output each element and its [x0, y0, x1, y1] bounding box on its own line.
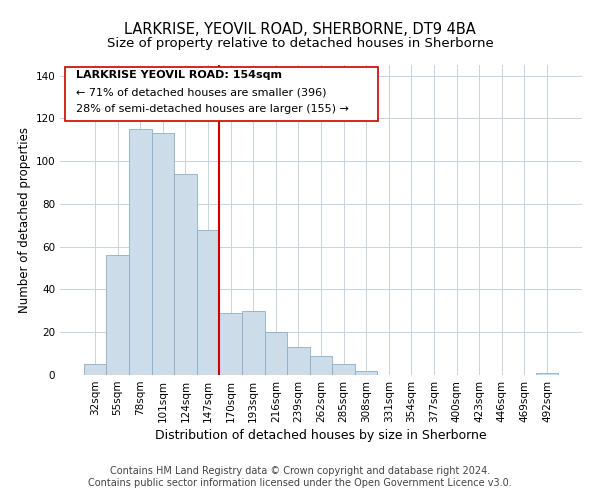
Text: 28% of semi-detached houses are larger (155) →: 28% of semi-detached houses are larger (…	[76, 104, 349, 114]
Bar	[242, 311, 265, 375]
Text: LARKRISE, YEOVIL ROAD, SHERBORNE, DT9 4BA: LARKRISE, YEOVIL ROAD, SHERBORNE, DT9 4B…	[124, 22, 476, 38]
Bar	[84, 364, 106, 375]
X-axis label: Distribution of detached houses by size in Sherborne: Distribution of detached houses by size …	[155, 429, 487, 442]
Y-axis label: Number of detached properties: Number of detached properties	[18, 127, 31, 313]
Text: LARKRISE YEOVIL ROAD: 154sqm: LARKRISE YEOVIL ROAD: 154sqm	[76, 70, 281, 81]
FancyBboxPatch shape	[65, 66, 379, 121]
Bar	[106, 256, 129, 375]
Bar	[174, 174, 197, 375]
Bar	[197, 230, 220, 375]
Text: Contains HM Land Registry data © Crown copyright and database right 2024.
Contai: Contains HM Land Registry data © Crown c…	[88, 466, 512, 487]
Bar	[287, 347, 310, 375]
Bar	[332, 364, 355, 375]
Bar	[265, 332, 287, 375]
Bar	[152, 134, 174, 375]
Bar	[310, 356, 332, 375]
Bar	[220, 313, 242, 375]
Text: Size of property relative to detached houses in Sherborne: Size of property relative to detached ho…	[107, 38, 493, 51]
Bar	[355, 370, 377, 375]
Bar	[536, 373, 558, 375]
Bar	[129, 129, 152, 375]
Text: ← 71% of detached houses are smaller (396): ← 71% of detached houses are smaller (39…	[76, 88, 326, 98]
